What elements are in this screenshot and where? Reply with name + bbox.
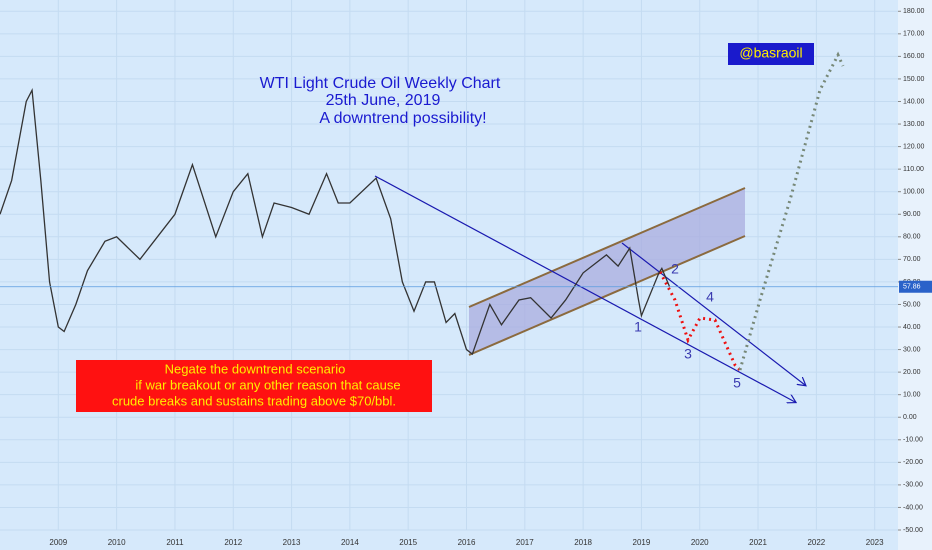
handle-box: [728, 43, 814, 65]
channel-top: [468, 187, 746, 308]
note: crude breaks and sustains trading above …: [112, 393, 396, 408]
channel: [469, 188, 745, 355]
y-tick-label: 180.00: [903, 8, 925, 15]
wave-label: 2: [671, 261, 679, 277]
y-tick-label: 160.00: [903, 53, 925, 60]
handle: @basraoil: [739, 45, 802, 61]
y-tick-label: 50.00: [903, 301, 921, 308]
x-tick-label: 2010: [108, 538, 126, 547]
wave-label: 4: [706, 289, 714, 305]
x-tick-label: 2009: [49, 538, 67, 547]
x-tick-label: 2015: [399, 538, 417, 547]
x-tick-label: 2020: [691, 538, 709, 547]
x-tick-label: 2023: [866, 538, 884, 547]
y-tick-label: 80.00: [903, 234, 921, 241]
wave-label: 5: [733, 375, 741, 391]
trend-line: [374, 175, 795, 402]
x-tick-label: 2016: [458, 538, 476, 547]
wave-label: 1: [634, 319, 642, 335]
y-tick-label: 110.00: [903, 166, 924, 173]
note-box: [76, 360, 432, 412]
note: if war breakout or any other reason that…: [135, 377, 400, 392]
subtitle: A downtrend possibility!: [319, 110, 486, 127]
x-tick-label: 2012: [224, 538, 242, 547]
y-tick-label: 140.00: [903, 98, 925, 105]
y-tick-label: -30.00: [903, 482, 923, 489]
projection-up: [738, 51, 845, 371]
x-tick-label: 2017: [516, 538, 534, 547]
y-tick-label: 90.00: [903, 211, 921, 218]
note: Negate the downtrend scenario: [165, 361, 346, 376]
last-price-box: [899, 280, 932, 293]
y-tick-label: 20.00: [903, 369, 921, 376]
subtitle: 25th June, 2019: [326, 92, 441, 109]
x-tick-label: 2018: [574, 538, 592, 547]
y-tick-label: 170.00: [903, 31, 925, 38]
x-tick-label: 2011: [166, 538, 184, 547]
y-tick-label: -40.00: [903, 504, 923, 511]
y-tick-label: -20.00: [903, 459, 923, 466]
y-tick-label: 10.00: [903, 392, 921, 399]
price-axis: [898, 0, 932, 550]
y-tick-label: 130.00: [903, 121, 925, 128]
y-tick-label: 100.00: [903, 189, 925, 196]
x-tick-label: 2014: [341, 538, 359, 547]
trend-line: [621, 242, 805, 385]
y-tick-label: 40.00: [903, 324, 921, 331]
x-tick-label: 2013: [283, 538, 301, 547]
y-tick-label: -50.00: [903, 527, 923, 534]
wave-label: 3: [684, 346, 692, 362]
y-tick-label: 70.00: [903, 256, 921, 263]
x-tick-label: 2021: [749, 538, 767, 547]
x-tick-label: 2019: [633, 538, 651, 547]
y-tick-label: 30.00: [903, 346, 921, 353]
y-tick-label: 120.00: [903, 143, 925, 150]
projection-down: [658, 271, 742, 372]
channel-bottom: [468, 235, 746, 356]
y-tick-label: 0.00: [903, 414, 917, 421]
y-tick-label: -10.00: [903, 437, 923, 444]
chart-title: WTI Light Crude Oil Weekly Chart: [260, 75, 501, 92]
y-tick-label: 150.00: [903, 76, 925, 83]
x-tick-label: 2022: [807, 538, 825, 547]
last-price-label: 57.86: [903, 284, 921, 291]
